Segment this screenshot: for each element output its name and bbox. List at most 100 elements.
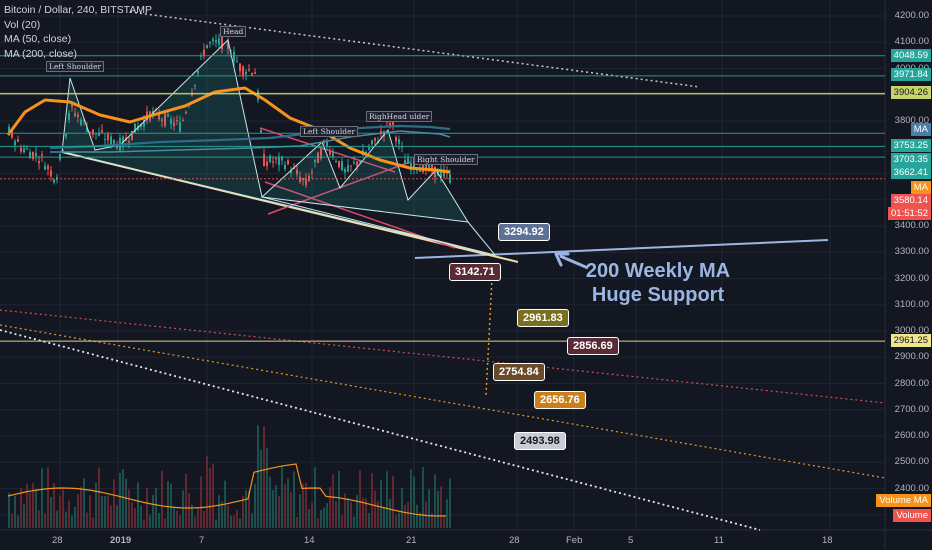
candle-body <box>92 129 94 135</box>
price-badge: 3904.26 <box>890 86 931 99</box>
candle-body <box>341 161 343 171</box>
trendline-white <box>0 329 761 531</box>
candle-body <box>422 161 424 173</box>
volume-bar <box>368 513 370 528</box>
candle-body <box>266 161 268 166</box>
candle-body <box>20 147 22 152</box>
volume-bar <box>299 494 301 528</box>
volume-bar <box>404 504 406 528</box>
volume-bar <box>122 469 124 528</box>
volume-bar <box>29 492 31 528</box>
x-tick-label: Feb <box>566 535 583 546</box>
ma50-line <box>6 86 451 174</box>
legend-item-ma50[interactable]: MA (50, close) <box>4 33 72 45</box>
y-tick-label: 3300.00 <box>894 246 929 258</box>
volume-bar <box>356 494 358 528</box>
volume-bar <box>389 498 391 528</box>
candle-body <box>407 157 409 164</box>
horizontal-levels <box>0 55 885 342</box>
candle-body <box>23 148 25 153</box>
weekly-ma-line <box>414 239 829 259</box>
volume-bar <box>188 492 190 528</box>
candle-body <box>167 114 169 117</box>
price-badge: MA <box>910 123 931 136</box>
volume-bar <box>401 487 403 528</box>
volume-bar <box>416 504 418 528</box>
volume-bar <box>191 504 193 528</box>
volume-bar <box>395 515 397 528</box>
price-badge: MA <box>910 181 931 194</box>
volume-bar <box>59 495 61 528</box>
candle-body <box>161 119 163 122</box>
candle-body <box>350 165 352 167</box>
pattern-label: Right Shoulder <box>414 154 478 165</box>
candle-body <box>251 73 253 76</box>
volume-bar <box>263 426 265 528</box>
volume-bar <box>302 483 304 528</box>
volume-bar <box>269 476 271 528</box>
volume-bar <box>257 425 259 528</box>
volume-bar <box>308 508 310 528</box>
candle-body <box>17 139 19 142</box>
volume-bar <box>281 466 283 528</box>
candle-body <box>134 123 136 133</box>
candle-body <box>41 154 43 156</box>
volume-bar <box>158 513 160 528</box>
candle-body <box>221 36 223 50</box>
volume-ma-line <box>7 463 447 517</box>
volume-bar <box>434 474 436 528</box>
volume-bar <box>278 495 280 528</box>
candle-body <box>86 127 88 132</box>
volume-bar <box>341 515 343 528</box>
volume-bar <box>407 502 409 528</box>
candle-body <box>332 152 334 157</box>
volume-bar <box>164 518 166 528</box>
candle-body <box>236 61 238 63</box>
volume-bar <box>248 490 250 528</box>
pink-trendline-2 <box>267 161 411 215</box>
volume-bar <box>236 509 238 528</box>
candle-body <box>68 113 70 120</box>
volume-bar <box>314 467 316 528</box>
volume-bar <box>218 495 220 528</box>
volume-bar <box>56 510 58 528</box>
volume-bar <box>44 513 46 528</box>
volume-bar <box>383 507 385 528</box>
volume-bar <box>413 476 415 528</box>
volume-bar <box>215 519 217 528</box>
volume-bar <box>254 483 256 528</box>
candle-body <box>8 126 10 133</box>
legend-item-vol[interactable]: Vol (20) <box>4 18 41 31</box>
legend-title: Bitcoin / Dollar, 240, BITSTAMP <box>4 4 153 16</box>
price-badge: 3753.25 <box>890 139 931 152</box>
candle-body <box>443 169 445 177</box>
candle-body <box>233 51 235 62</box>
volume-bar <box>335 501 337 528</box>
volume-bar <box>332 474 334 528</box>
volume-bar <box>41 468 43 528</box>
volume-bar <box>272 490 274 528</box>
legend-item-ma200[interactable]: MA (200, close) <box>4 47 77 60</box>
candle-body <box>290 170 292 173</box>
x-tick-label: 14 <box>304 535 315 546</box>
candle-body <box>356 161 358 166</box>
volume-bar <box>14 495 16 528</box>
volume-bar <box>107 495 109 528</box>
volume-bar <box>71 515 73 528</box>
volume-bar <box>290 492 292 528</box>
price-badge: 01:51:52 <box>888 207 931 220</box>
candle-body <box>14 141 16 146</box>
candle-body <box>392 121 394 126</box>
y-tick-label: 2600.00 <box>894 430 929 441</box>
volume-bar <box>431 513 433 528</box>
candle-body <box>173 122 175 126</box>
candle-body <box>104 139 106 141</box>
pattern-label: RighHead ulder <box>366 111 433 122</box>
candle-body <box>182 120 184 122</box>
volume-bar <box>137 482 139 528</box>
volume-bar <box>110 505 112 528</box>
annotation-arrow-head <box>554 252 570 267</box>
volume-bar <box>20 487 22 528</box>
